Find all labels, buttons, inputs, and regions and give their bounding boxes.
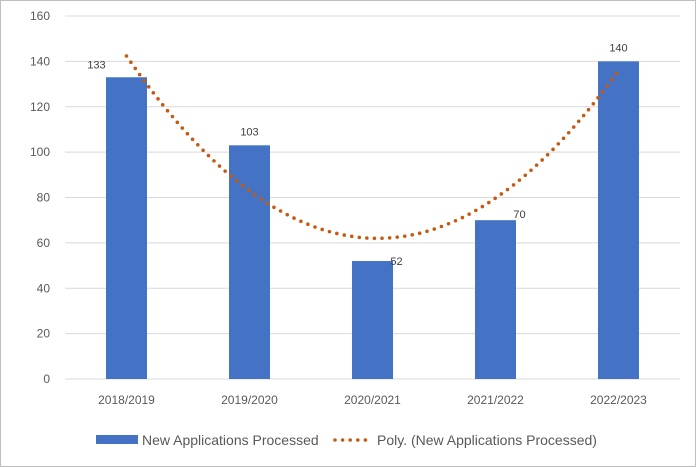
data-labels: 133 103 52 70 140 [87,42,627,268]
y-tick-label: 140 [30,54,50,68]
bar [106,77,147,379]
x-tick-label: 2018/2019 [98,393,155,407]
y-tick-label: 60 [37,236,51,250]
bars [106,61,639,379]
data-label: 140 [609,42,627,54]
legend-label-bars: New Applications Processed [142,432,319,448]
y-tick-label: 80 [37,191,51,205]
gridlines [65,15,680,380]
y-axis-ticks: 0 20 40 60 80 100 120 140 160 [30,9,50,386]
bar [229,145,270,379]
trendline [124,54,621,241]
bar [475,220,516,379]
data-label: 70 [513,209,525,221]
x-tick-label: 2020/2021 [344,393,401,407]
bar [598,61,639,379]
data-label: 103 [240,126,258,138]
legend-label-trendline: Poly. (New Applications Processed) [377,432,597,448]
y-tick-label: 40 [37,281,51,295]
legend-swatch-bars [96,435,138,444]
bar [352,261,393,379]
y-tick-label: 120 [30,100,50,114]
x-tick-label: 2021/2022 [467,393,524,407]
data-label: 133 [87,59,105,71]
y-tick-label: 0 [43,372,50,386]
y-tick-label: 20 [37,327,51,341]
x-tick-label: 2019/2020 [221,393,278,407]
legend: New Applications Processed Poly. (New Ap… [96,432,597,448]
y-tick-label: 160 [30,9,50,23]
data-label: 52 [390,256,402,268]
x-axis-ticks: 2018/2019 2019/2020 2020/2021 2021/2022 2022… [98,393,647,407]
y-tick-label: 100 [30,145,50,159]
trendline-path [124,54,621,241]
x-tick-label: 2022/2023 [590,393,647,407]
